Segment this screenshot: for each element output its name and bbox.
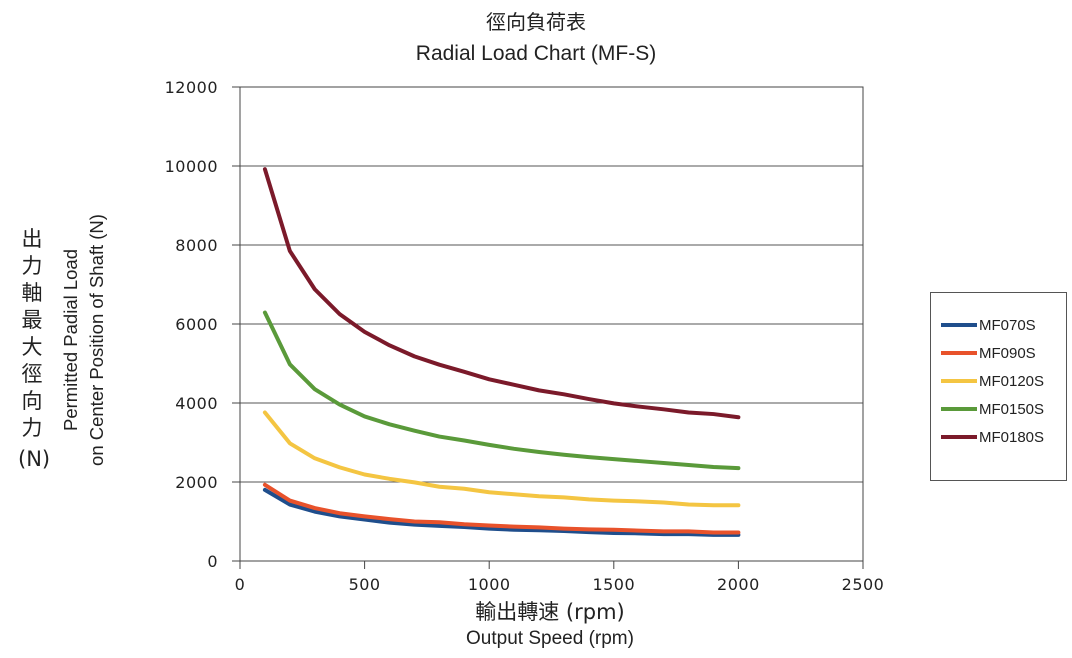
y-tick-label-6000: 6000 xyxy=(175,315,218,334)
legend-item-mf070s: MF070S xyxy=(931,311,1066,339)
y-tick-label-8000: 8000 xyxy=(175,236,218,255)
legend-item-mf0180s: MF0180S xyxy=(931,423,1066,451)
series-line-mf0120s xyxy=(262,410,741,508)
legend-swatch-mf0180s xyxy=(941,435,977,439)
legend-label-mf0120s: MF0120S xyxy=(979,372,1045,390)
legend-item-mf0120s: MF0120S xyxy=(931,367,1066,395)
x-tick-label-2500: 2500 xyxy=(842,575,885,594)
chart-legend: MF070S MF090S MF0120S MF0150S MF0180S xyxy=(930,292,1067,481)
legend-swatch-mf0120s xyxy=(941,379,977,383)
series-mf070s xyxy=(262,487,741,537)
y-axis-label-chinese: 出力軸最大徑向力 (N) xyxy=(18,226,51,473)
legend-swatch-mf070s xyxy=(941,323,977,327)
legend-swatch-mf090s xyxy=(941,351,977,355)
x-tick-label-0: 0 xyxy=(235,575,246,594)
y-tick-label-0: 0 xyxy=(207,552,218,571)
legend-label-mf090s: MF090S xyxy=(979,344,1036,362)
legend-item-mf090s: MF090S xyxy=(931,339,1066,367)
y-tick-label-10000: 10000 xyxy=(165,157,218,176)
series-line-mf070s xyxy=(262,487,741,537)
legend-label-mf0150s: MF0150S xyxy=(979,400,1045,418)
series-line-mf0150s xyxy=(262,310,741,471)
x-tick-label-500: 500 xyxy=(349,575,381,594)
legend-item-mf0150s: MF0150S xyxy=(931,395,1066,423)
x-axis-label-chinese: 輸出轉速 (rpm) xyxy=(475,600,625,624)
legend-label-mf070s: MF070S xyxy=(979,316,1036,334)
y-tick-label-2000: 2000 xyxy=(175,473,218,492)
y-axis-unit: (N) xyxy=(18,447,51,471)
grid-lines xyxy=(240,165,863,483)
x-axis-label: Output Speed (rpm) xyxy=(466,628,634,649)
chart-title-chinese: 徑向負荷表 xyxy=(486,10,586,34)
series-line-mf090s xyxy=(262,482,741,535)
x-tick-label-1500: 1500 xyxy=(592,575,635,594)
series-mf0120s xyxy=(262,410,741,508)
x-axis-ticks: 0 500 1000 1500 2000 2500 xyxy=(235,561,885,594)
series-mf090s xyxy=(262,482,741,535)
legend-swatch-mf0150s xyxy=(941,407,977,411)
series-mf0180s xyxy=(262,167,741,420)
y-axis-ticks: 0 2000 4000 6000 8000 10000 12000 xyxy=(165,78,240,571)
x-tick-label-2000: 2000 xyxy=(717,575,760,594)
x-tick-label-1000: 1000 xyxy=(468,575,511,594)
y-tick-label-12000: 12000 xyxy=(165,78,218,97)
y-axis-label-chinese-text: 出力軸最大徑向力 xyxy=(21,227,43,440)
y-tick-label-4000: 4000 xyxy=(175,394,218,413)
series-lines xyxy=(262,167,741,537)
series-mf0150s xyxy=(262,310,741,471)
chart-title: Radial Load Chart (MF-S) xyxy=(415,42,657,65)
legend-label-mf0180s: MF0180S xyxy=(979,428,1045,446)
series-line-mf0180s xyxy=(262,167,741,420)
